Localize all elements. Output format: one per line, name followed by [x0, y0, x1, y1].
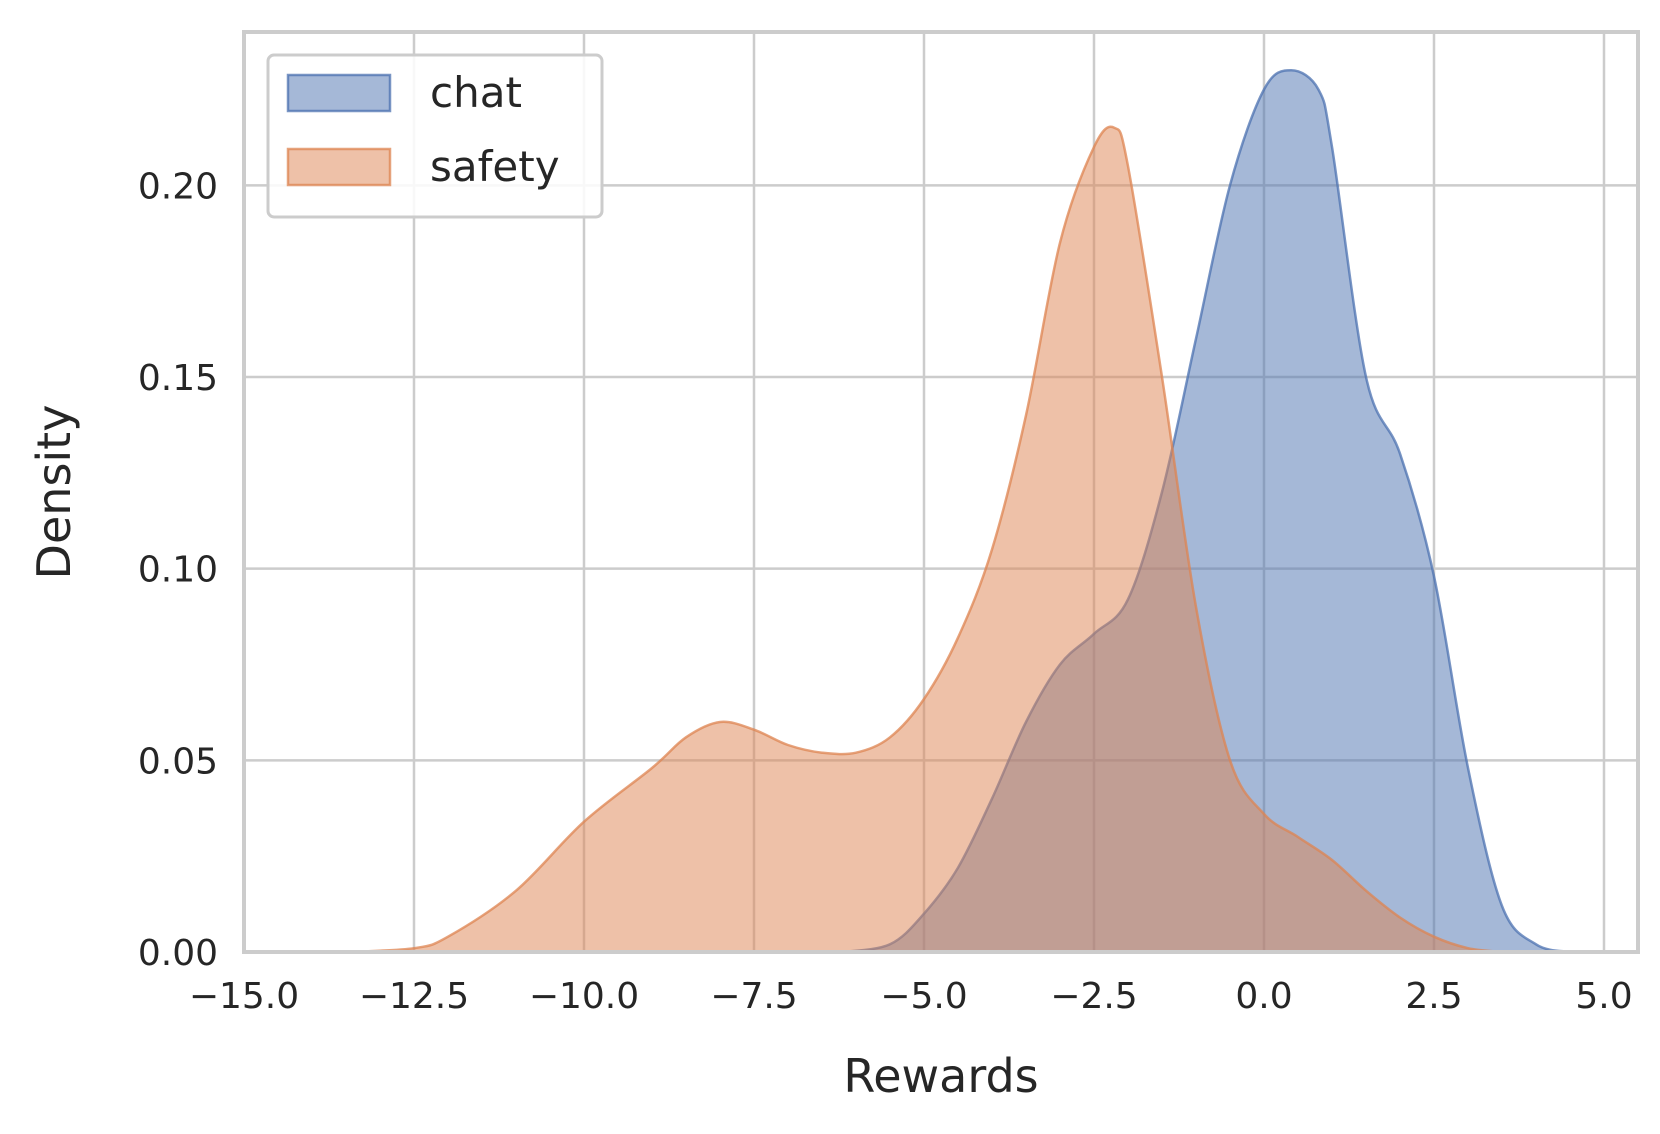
x-tick-label: −15.0	[189, 976, 299, 1017]
y-tick-label: 0.10	[138, 550, 218, 591]
legend-label-safety: safety	[430, 142, 560, 191]
x-tick-label: −12.5	[359, 976, 469, 1017]
y-tick-label: 0.00	[138, 933, 218, 974]
legend-swatch-safety	[286, 147, 392, 187]
x-tick-label: 0.0	[1235, 976, 1292, 1017]
legend-swatch-chat	[286, 73, 392, 113]
x-tick-label: −2.5	[1050, 976, 1137, 1017]
x-axis-label: Rewards	[843, 1049, 1038, 1103]
x-tick-label: −10.0	[529, 976, 639, 1017]
area-layer	[345, 69, 1571, 954]
y-tick-label: 0.05	[138, 741, 218, 782]
y-tick-label: 0.15	[138, 358, 218, 399]
x-tick-label: −7.5	[710, 976, 797, 1017]
tick-layer: −15.0 −12.5 −10.0 −7.5 −5.0 −2.5 0.0 2.5 5.0 0.00…	[138, 166, 1633, 1017]
legend-label-chat: chat	[430, 68, 522, 117]
line-safety	[345, 125, 1503, 954]
y-axis-label: Density	[27, 405, 81, 580]
x-tick-label: 5.0	[1575, 976, 1632, 1017]
x-tick-label: 2.5	[1405, 976, 1462, 1017]
plot-frame	[242, 30, 1640, 954]
x-tick-label: −5.0	[880, 976, 967, 1017]
area-safety	[346, 126, 1502, 953]
y-tick-label: 0.20	[138, 166, 218, 207]
legend: chat safety	[266, 53, 604, 219]
